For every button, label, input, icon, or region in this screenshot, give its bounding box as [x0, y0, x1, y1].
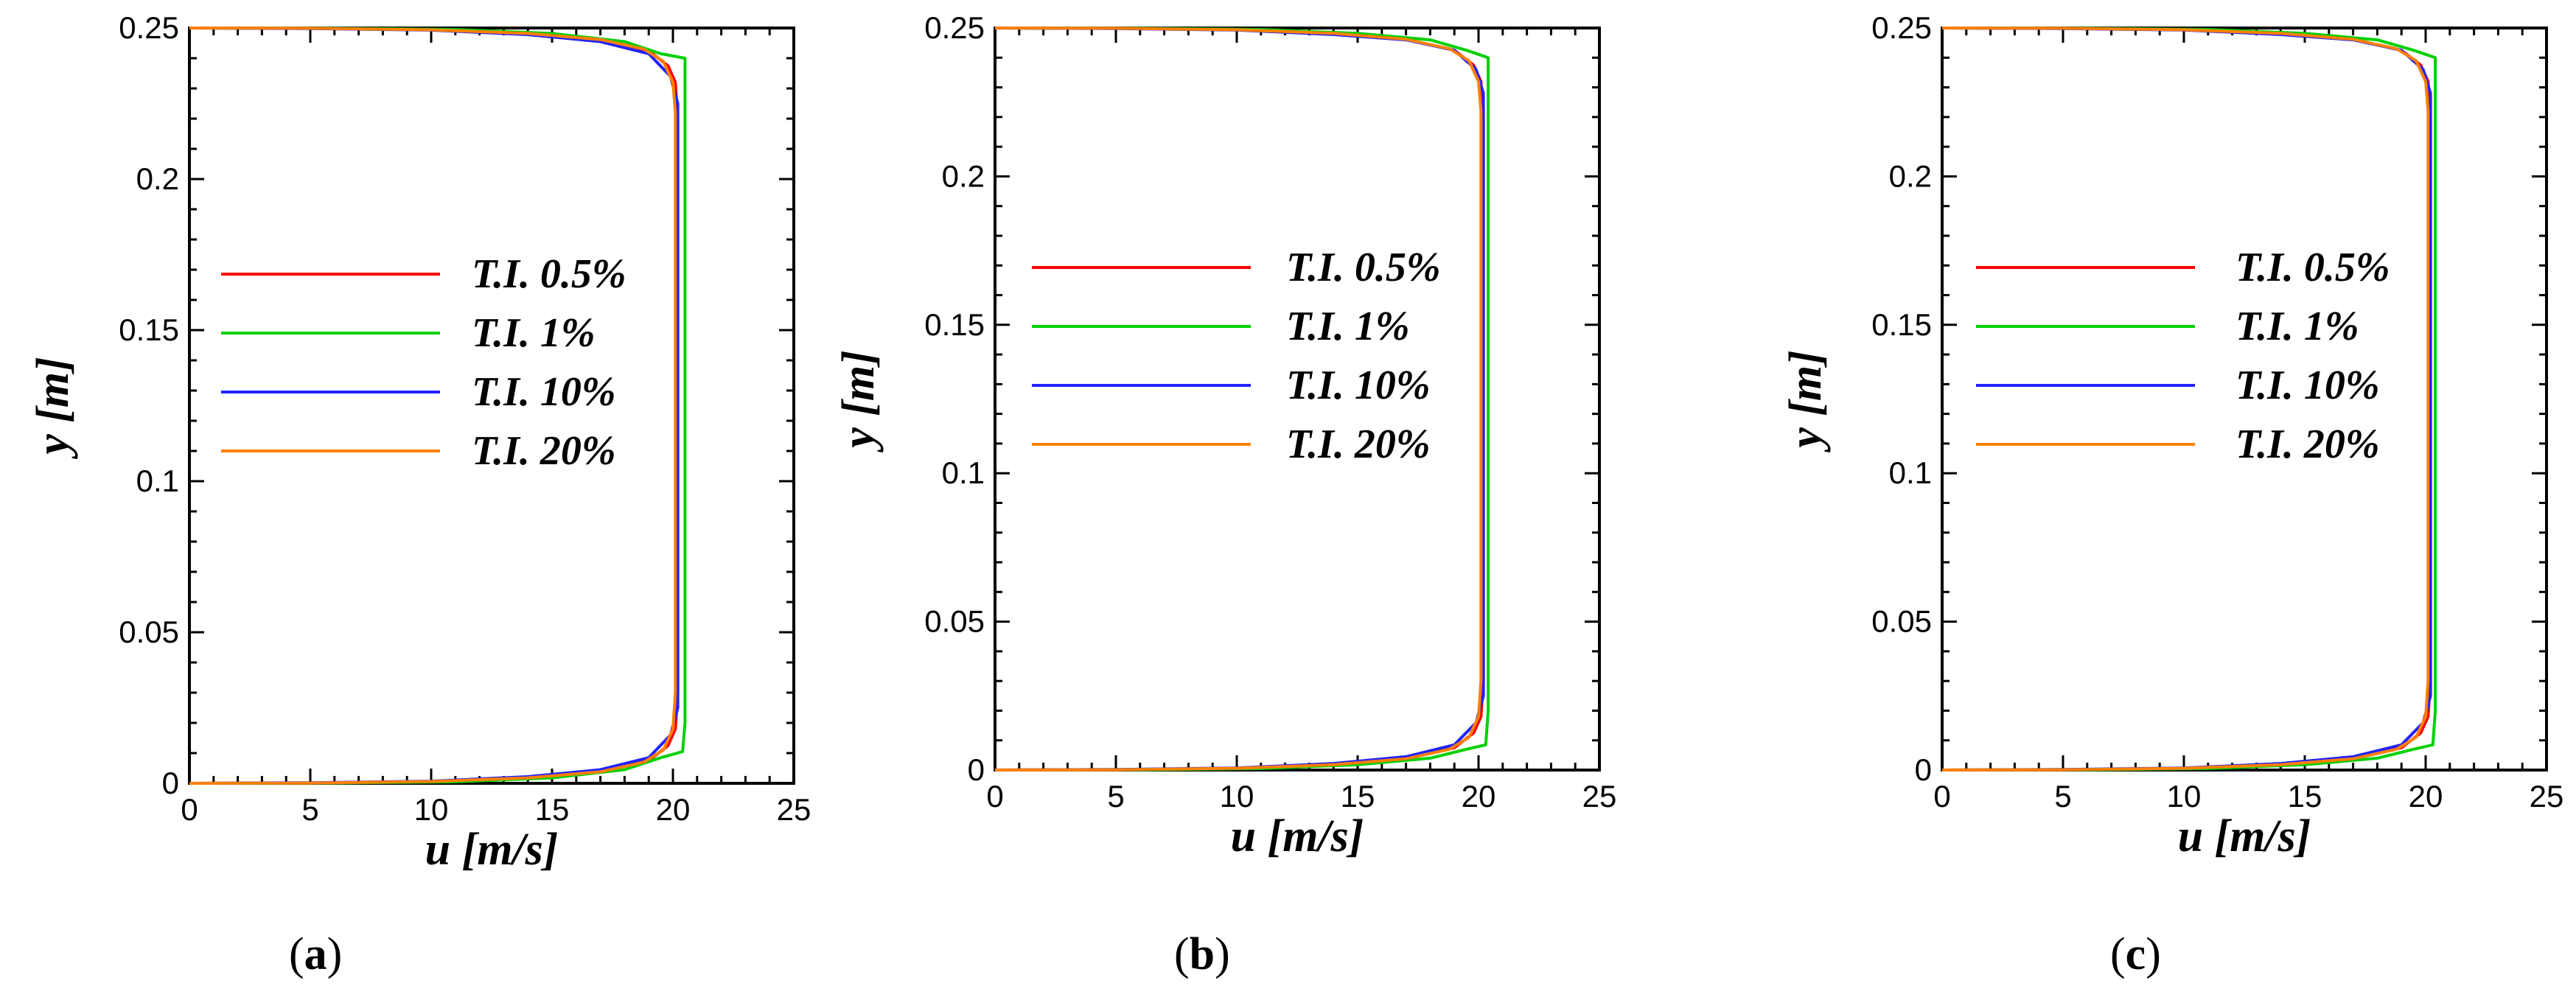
x-tick-label: 25 [2530, 779, 2564, 814]
chart-panel-a: 0 5 10 15 20 25 0 0.05 0.1 0.15 0.2 0.25 u [m/s] y [m… [28, 10, 811, 875]
x-tick-label: 5 [2054, 779, 2071, 814]
x-tick-label: 5 [1107, 779, 1124, 814]
y-tick-label: 0.15 [119, 312, 179, 347]
plot-frame [1941, 27, 2548, 772]
x-tick-label: 5 [301, 792, 318, 827]
series-line [1941, 27, 2430, 772]
y-axis-title: y [m] [834, 350, 884, 453]
chart-panel-c: 0 5 10 15 20 25 0 0.05 0.1 0.15 0.2 0.25 u [m/s] y [m… [1781, 10, 2564, 861]
series-line [994, 27, 1483, 772]
legend-label: T.I. 10% [1286, 363, 1431, 408]
x-tick-label: 10 [1220, 779, 1254, 814]
plot-frame [188, 27, 795, 785]
y-tick-label: 0.2 [136, 161, 179, 196]
y-tick-label: 0.1 [136, 463, 179, 498]
y-axis-title: y [m] [28, 357, 78, 460]
x-tick-label: 15 [2288, 779, 2322, 814]
y-axis-title: y [m] [1781, 350, 1831, 453]
legend-label: T.I. 0.5% [2235, 245, 2390, 290]
y-tick-label: 0.05 [1871, 604, 1932, 639]
y-tick-label: 0.2 [942, 158, 985, 193]
y-tick-label: 0.1 [942, 455, 985, 490]
x-tick-label: 15 [535, 792, 570, 827]
x-tick-label: 15 [1341, 779, 1375, 814]
panel-a-caption: (a) [289, 929, 343, 979]
legend-label: T.I. 10% [472, 369, 616, 415]
y-tick-label: 0.15 [1871, 307, 1932, 342]
x-tick-label: 20 [656, 792, 691, 827]
x-axis-title: u [m/s] [425, 825, 559, 875]
panel-b-label: b [1189, 929, 1215, 979]
legend-label: T.I. 0.5% [1286, 245, 1441, 290]
y-tick-label: 0 [1915, 752, 1932, 787]
y-tick-label: 0.1 [1889, 455, 1932, 490]
x-tick-label: 25 [777, 792, 811, 827]
y-tick-label: 0.05 [924, 604, 985, 639]
y-tick-label: 0 [968, 752, 985, 787]
x-axis-title: u [m/s] [2178, 811, 2311, 861]
y-tick-label: 0 [162, 766, 179, 800]
legend-label: T.I. 20% [2235, 421, 2380, 467]
chart-panel-b: 0 5 10 15 20 25 0 0.05 0.1 0.15 0.2 0.25 u [m/s] y [m… [834, 10, 1617, 861]
panel-b: 0 5 10 15 20 25 0 0.05 0.1 0.15 0.2 0.25 u [m/s] y [m… [811, 0, 1669, 997]
legend-label: T.I. 20% [1286, 421, 1431, 467]
panel-a: 0 5 10 15 20 25 0 0.05 0.1 0.15 0.2 0.25 u [m/s] y [m… [0, 0, 859, 997]
panel-c: 0 5 10 15 20 25 0 0.05 0.1 0.15 0.2 0.25 u [m/s] y [m… [1749, 0, 2576, 997]
x-tick-label: 0 [1933, 779, 1950, 814]
legend-label: T.I. 20% [472, 428, 616, 474]
panel-a-label: a [304, 929, 327, 979]
x-axis-title: u [m/s] [1231, 811, 1364, 861]
legend-label: T.I. 10% [2235, 363, 2380, 408]
x-tick-label: 0 [181, 792, 198, 827]
panel-b-caption: (b) [1174, 929, 1230, 979]
x-tick-label: 20 [1462, 779, 1496, 814]
y-tick-label: 0.15 [924, 307, 985, 342]
y-tick-label: 0.05 [119, 615, 179, 649]
y-tick-label: 0.2 [1889, 158, 1932, 193]
plot-frame [994, 27, 1601, 772]
panel-c-label: c [2125, 929, 2146, 979]
x-tick-label: 10 [414, 792, 449, 827]
y-tick-label: 0.25 [119, 10, 179, 45]
legend-label: T.I. 0.5% [472, 251, 626, 297]
legend-label: T.I. 1% [2235, 304, 2359, 349]
legend-label: T.I. 1% [1286, 304, 1410, 349]
x-tick-label: 20 [2409, 779, 2443, 814]
legend-label: T.I. 1% [472, 310, 596, 356]
x-tick-label: 0 [986, 779, 1003, 814]
x-tick-label: 10 [2167, 779, 2202, 814]
series-line [189, 27, 677, 785]
y-tick-label: 0.25 [1871, 10, 1932, 45]
y-tick-label: 0.25 [924, 10, 985, 45]
x-tick-label: 25 [1582, 779, 1617, 814]
panel-c-caption: (c) [2110, 929, 2161, 979]
